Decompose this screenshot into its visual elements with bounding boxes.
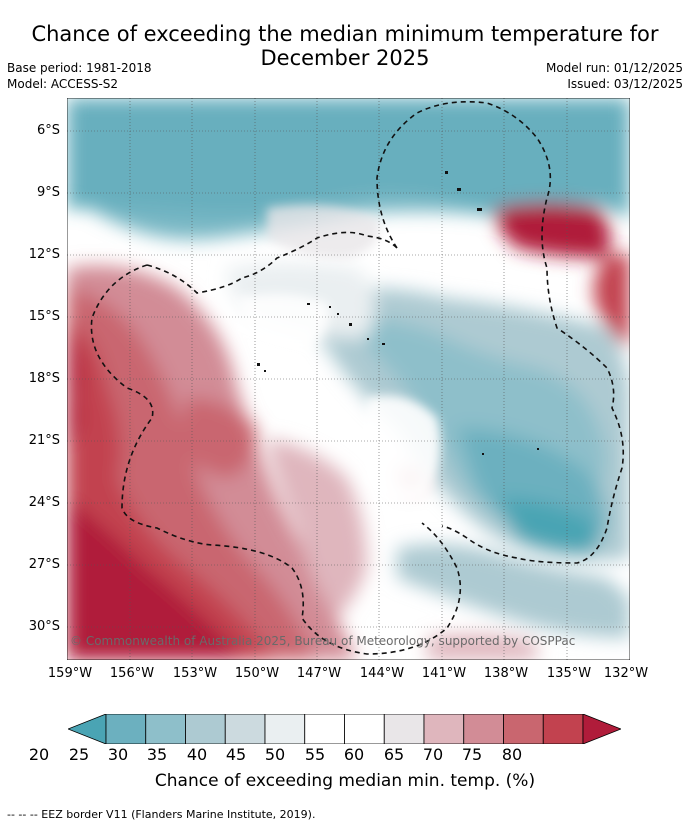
- colorbar: [68, 714, 621, 744]
- colorbar-cell: [463, 714, 504, 744]
- base-period: Base period: 1981-2018: [7, 61, 152, 75]
- colorbar-tick: 65: [383, 745, 405, 764]
- graticule: [67, 98, 630, 660]
- colorbar-tick: 35: [146, 745, 168, 764]
- lon-label: 141°W: [421, 666, 467, 681]
- colorbar-cell: [423, 714, 465, 744]
- model-name: Model: ACCESS-S2: [7, 77, 119, 91]
- colorbar-cell: [503, 714, 544, 744]
- lat-label: 27°S: [28, 557, 60, 572]
- colorbar-tick: 20: [28, 745, 50, 764]
- lon-label: 147°W: [296, 666, 342, 681]
- lat-label: 6°S: [36, 123, 60, 138]
- colorbar-cell: [105, 714, 147, 744]
- lon-label: 132°W: [603, 666, 649, 681]
- colorbar-cell: [344, 714, 385, 744]
- colorbar-cell: [542, 714, 584, 744]
- copyright-notice: © Commonwealth of Australia 2025, Bureau…: [70, 634, 576, 648]
- colorbar-tick: 70: [422, 745, 444, 764]
- lat-label: 30°S: [28, 619, 60, 634]
- lat-label: 18°S: [28, 371, 60, 386]
- lon-label: 156°W: [109, 666, 155, 681]
- neutral-field: [237, 204, 441, 505]
- lon-label: 138°W: [483, 666, 529, 681]
- lat-label: 24°S: [28, 495, 60, 510]
- eez-borders: [90, 100, 625, 655]
- meta-right: Model run: 01/12/2025 Issued: 03/12/2025: [546, 60, 683, 92]
- issued-date: Issued: 03/12/2025: [567, 77, 683, 91]
- colorbar-tick: 50: [264, 745, 286, 764]
- colorbar-cell: [145, 714, 186, 744]
- lon-label: 135°W: [546, 666, 592, 681]
- islands: [257, 171, 539, 455]
- title-line-1: Chance of exceeding the median minimum t…: [31, 22, 659, 46]
- colorbar-tick: 25: [68, 745, 90, 764]
- map-svg: [67, 98, 630, 660]
- colorbar-extend-high: [582, 714, 621, 744]
- model-run: Model run: 01/12/2025: [545, 61, 683, 75]
- colorbar-tick: 60: [343, 745, 365, 764]
- title-line-2: December 2025: [260, 46, 430, 70]
- colorbar-cell: [185, 714, 226, 744]
- colorbar-tick: 40: [186, 745, 208, 764]
- map-panel: [67, 98, 630, 660]
- colorbar-cell: [304, 714, 345, 744]
- colorbar-cell: [264, 714, 306, 744]
- colorbar-extend-low: [68, 714, 107, 744]
- probability-field: [67, 98, 630, 660]
- lon-label: 150°W: [234, 666, 280, 681]
- meta-left: Base period: 1981-2018 Model: ACCESS-S2: [7, 60, 152, 92]
- colorbar-label: Chance of exceeding median min. temp. (%…: [154, 771, 536, 791]
- colorbar-tick: 45: [225, 745, 247, 764]
- lat-label: 9°S: [36, 185, 60, 200]
- colorbar-tick: 80: [501, 745, 523, 764]
- lon-label: 153°W: [172, 666, 218, 681]
- colorbar-tick: 30: [107, 745, 129, 764]
- lat-label: 12°S: [28, 247, 60, 262]
- lon-label: 144°W: [359, 666, 405, 681]
- colorbar-tick: 55: [304, 745, 326, 764]
- lat-label: 21°S: [28, 433, 60, 448]
- lon-label: 159°W: [47, 666, 93, 681]
- colorbar-tick: 75: [461, 745, 483, 764]
- lat-label: 15°S: [28, 309, 60, 324]
- colorbar-cell: [224, 714, 266, 744]
- eez-legend: -- -- -- EEZ border V11 (Flanders Marine…: [7, 808, 316, 821]
- colorbar-cell: [383, 714, 425, 744]
- map-title: Chance of exceeding the median minimum t…: [0, 22, 690, 70]
